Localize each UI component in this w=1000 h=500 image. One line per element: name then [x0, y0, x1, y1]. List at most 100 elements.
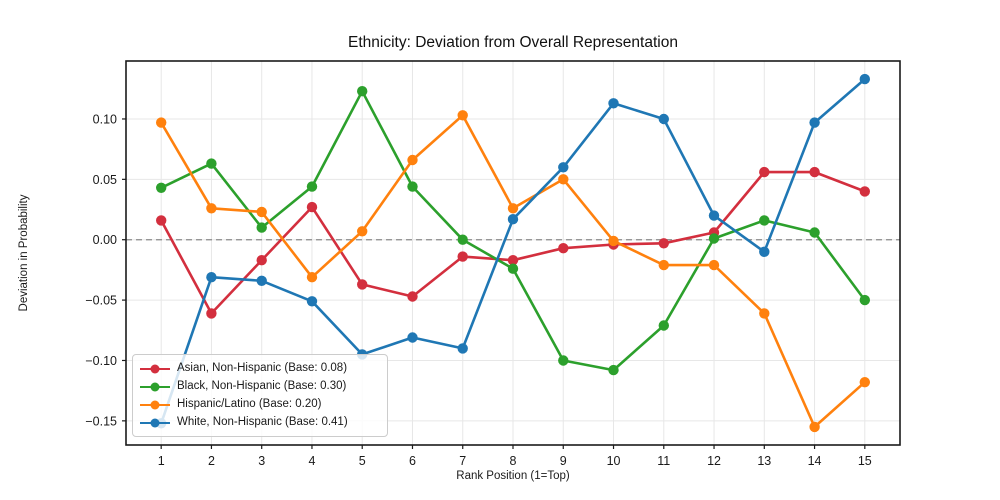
data-point — [457, 251, 468, 262]
x-tick-label: 4 — [308, 454, 315, 468]
data-point — [608, 235, 619, 247]
data-point — [708, 210, 720, 221]
legend: Asian, Non-Hispanic (Base: 0.08) Black, N… — [132, 354, 388, 437]
x-tick-label: 11 — [657, 454, 670, 468]
data-point — [658, 113, 669, 125]
data-point — [156, 117, 167, 128]
data-point — [457, 343, 468, 354]
data-point — [809, 421, 820, 433]
data-point — [708, 259, 720, 271]
data-point — [507, 263, 519, 274]
data-point — [156, 182, 167, 193]
y-tick-label: 0.10 — [93, 112, 117, 126]
x-tick-label: 10 — [607, 454, 621, 468]
data-point — [708, 233, 720, 244]
data-point — [658, 320, 669, 331]
data-point — [759, 246, 770, 257]
y-tick-label: −0.15 — [85, 414, 117, 428]
data-point — [457, 110, 468, 121]
legend-marker-dot — [150, 418, 160, 428]
data-point — [558, 243, 569, 254]
data-point — [457, 234, 468, 245]
legend-swatch — [140, 364, 170, 374]
data-point — [859, 294, 870, 306]
legend-swatch — [140, 400, 170, 410]
x-tick-label: 7 — [459, 454, 466, 468]
data-point — [206, 158, 217, 169]
y-tick-label: 0.05 — [93, 173, 117, 187]
data-point — [507, 214, 519, 225]
data-point — [256, 206, 267, 218]
data-point — [206, 308, 217, 319]
legend-marker-dot — [150, 400, 160, 410]
x-tick-label: 1 — [158, 454, 165, 468]
data-point — [558, 162, 569, 173]
data-point — [256, 275, 267, 286]
data-point — [507, 203, 519, 214]
legend-marker-dot — [150, 382, 160, 392]
data-point — [759, 166, 770, 178]
data-point — [256, 222, 267, 233]
data-point — [256, 255, 267, 266]
data-point — [558, 355, 569, 366]
data-point — [608, 364, 619, 376]
data-point — [306, 296, 318, 307]
y-tick-label: −0.05 — [85, 294, 117, 308]
x-tick-label: 12 — [707, 454, 721, 468]
y-axis-label: Deviation in Probability — [18, 194, 30, 311]
legend-swatch — [140, 418, 170, 428]
data-point — [357, 86, 368, 97]
data-point — [558, 174, 569, 185]
legend-item: Asian, Non-Hispanic (Base: 0.08) — [140, 360, 379, 378]
data-point — [357, 226, 368, 237]
axis-ticks: 1 2 3 4 5 6 7 8 9 10 11 12 13 14 150.100.050.00−0.05−0… — [85, 112, 871, 468]
y-tick-label: −0.10 — [85, 354, 117, 368]
data-point — [357, 279, 368, 290]
x-tick-label: 14 — [808, 454, 822, 468]
legend-label: Asian, Non-Hispanic (Base: 0.08) — [177, 362, 348, 375]
data-point — [809, 227, 820, 238]
data-point — [306, 272, 318, 283]
data-point — [759, 215, 770, 226]
legend-item: Hispanic/Latino (Base: 0.20) — [140, 396, 379, 414]
x-tick-label: 9 — [560, 454, 567, 468]
data-point — [759, 308, 770, 319]
legend-swatch — [140, 382, 170, 392]
x-tick-label: 5 — [359, 454, 366, 468]
legend-item: Black, Non-Hispanic (Base: 0.30) — [140, 378, 379, 396]
data-point — [608, 98, 619, 109]
legend-marker-dot — [150, 364, 160, 374]
data-point — [859, 377, 870, 388]
x-tick-label: 6 — [409, 454, 416, 468]
data-point — [306, 181, 318, 192]
chart-title: Ethnicity: Deviation from Overall Repres… — [348, 34, 678, 51]
data-point — [859, 186, 870, 197]
data-point — [809, 117, 820, 128]
legend-item: White, Non-Hispanic (Base: 0.41) — [140, 414, 379, 432]
data-point — [407, 332, 418, 343]
data-point — [306, 201, 318, 213]
data-point — [156, 215, 167, 226]
x-tick-label: 13 — [757, 454, 771, 468]
data-point — [206, 203, 217, 214]
legend-label: White, Non-Hispanic (Base: 0.41) — [177, 416, 348, 429]
data-point — [206, 272, 217, 283]
data-point — [407, 181, 418, 192]
data-point — [507, 255, 519, 266]
y-tick-label: 0.00 — [93, 233, 117, 247]
x-tick-label: 15 — [858, 454, 872, 468]
x-tick-label: 8 — [510, 454, 517, 468]
data-point — [407, 154, 418, 166]
x-axis-label: Rank Position (1=Top) — [456, 470, 570, 482]
data-point — [809, 166, 820, 178]
data-point — [658, 238, 669, 249]
data-point — [407, 291, 418, 302]
legend-label: Hispanic/Latino (Base: 0.20) — [177, 398, 322, 411]
x-tick-label: 3 — [258, 454, 265, 468]
data-point — [658, 259, 669, 271]
data-point — [859, 73, 870, 85]
series-layer — [156, 73, 870, 433]
x-tick-label: 2 — [208, 454, 215, 468]
